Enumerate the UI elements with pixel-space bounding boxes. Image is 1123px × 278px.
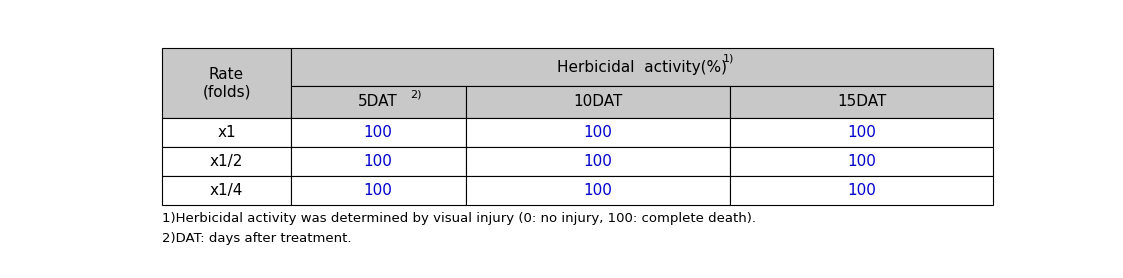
Text: 100: 100 xyxy=(583,183,612,198)
Text: 100: 100 xyxy=(583,154,612,169)
Text: 100: 100 xyxy=(847,154,876,169)
Text: 1)Herbicidal activity was determined by visual injury (0: no injury, 100: comple: 1)Herbicidal activity was determined by … xyxy=(162,212,756,225)
Bar xyxy=(466,118,730,147)
Bar xyxy=(291,86,466,118)
Text: 100: 100 xyxy=(847,125,876,140)
Bar xyxy=(466,86,730,118)
Text: 5DAT: 5DAT xyxy=(358,94,399,109)
Bar xyxy=(730,176,993,205)
Text: 100: 100 xyxy=(364,125,393,140)
Bar xyxy=(730,86,993,118)
Bar xyxy=(162,147,291,176)
Text: 2)DAT: days after treatment.: 2)DAT: days after treatment. xyxy=(162,232,351,245)
Bar xyxy=(291,118,466,147)
Bar xyxy=(730,118,993,147)
Bar xyxy=(291,48,993,86)
Text: 100: 100 xyxy=(847,183,876,198)
Text: Herbicidal  activity(%): Herbicidal activity(%) xyxy=(557,59,727,75)
Text: 1): 1) xyxy=(723,53,734,63)
Text: 15DAT: 15DAT xyxy=(837,94,886,109)
Bar xyxy=(162,48,291,118)
Text: 100: 100 xyxy=(364,183,393,198)
Bar xyxy=(162,118,291,147)
Bar xyxy=(466,176,730,205)
Text: 2): 2) xyxy=(410,89,422,99)
Bar xyxy=(466,147,730,176)
Text: 100: 100 xyxy=(364,154,393,169)
Text: 10DAT: 10DAT xyxy=(573,94,622,109)
Text: x1: x1 xyxy=(217,125,236,140)
Bar xyxy=(291,147,466,176)
Bar xyxy=(162,176,291,205)
Bar xyxy=(291,176,466,205)
Text: x1/2: x1/2 xyxy=(210,154,244,169)
Bar xyxy=(730,147,993,176)
Text: Rate
(folds): Rate (folds) xyxy=(202,67,250,99)
Text: x1/4: x1/4 xyxy=(210,183,244,198)
Text: 100: 100 xyxy=(583,125,612,140)
